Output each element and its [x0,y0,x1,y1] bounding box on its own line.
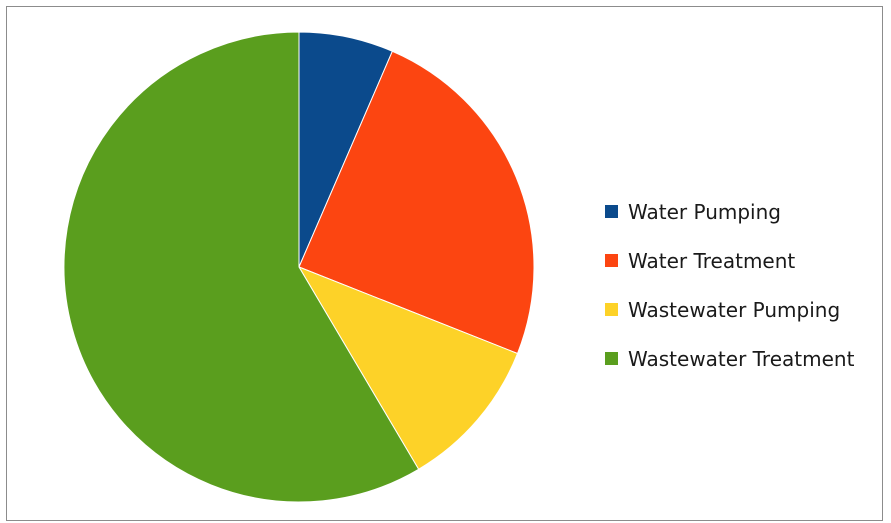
legend-swatch [605,352,618,365]
legend-label: Wastewater Treatment [628,346,855,371]
legend-swatch [605,303,618,316]
pie-slice-wastewater-treatment [63,31,420,503]
legend-label: Water Pumping [628,199,781,224]
pie-slices [63,31,535,503]
legend-swatch [605,254,618,267]
legend-item-water-treatment: Water Treatment [605,236,854,285]
pie-slice-water-treatment [298,50,535,355]
legend-item-wastewater-treatment: Wastewater Treatment [605,334,854,383]
pie-chart [63,31,535,503]
legend-item-wastewater-pumping: Wastewater Pumping [605,285,854,334]
pie-slice-wastewater-pumping [297,265,519,470]
legend-label: Wastewater Pumping [628,297,841,322]
legend-item-water-pumping: Water Pumping [605,187,854,236]
legend: Water Pumping Water Treatment Wastewater… [605,187,854,383]
legend-swatch [605,205,618,218]
chart-frame: Water Pumping Water Treatment Wastewater… [6,6,883,521]
legend-label: Water Treatment [628,248,796,273]
